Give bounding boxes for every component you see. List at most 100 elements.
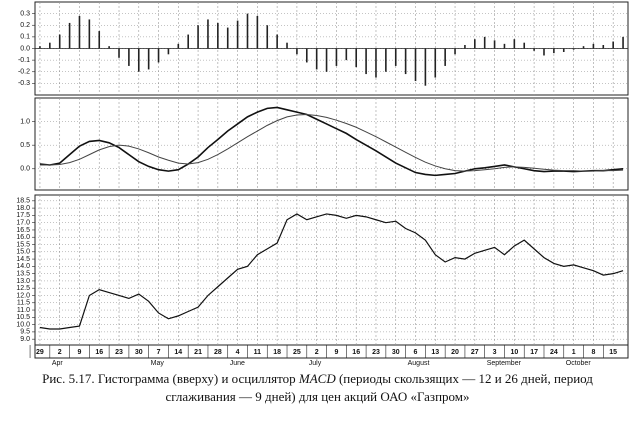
bar <box>157 48 160 63</box>
month-label: August <box>408 360 430 367</box>
x-tick-label: 15 <box>609 349 617 356</box>
month-label: May <box>151 360 165 367</box>
bar <box>444 48 446 66</box>
bar <box>217 22 219 49</box>
x-tick-label: 17 <box>530 349 538 356</box>
y-tick-label: 9.0 <box>20 336 30 343</box>
caption-line: Рис. 5.17. Гистограмма (вверху) и осцилл… <box>0 370 635 388</box>
bar <box>315 48 318 70</box>
bar <box>147 48 150 70</box>
y-tick-label: 0.0 <box>20 166 30 173</box>
y-tick-label: 9.5 <box>20 329 30 336</box>
bar <box>582 46 585 49</box>
y-tick-label: 18.5 <box>16 198 30 205</box>
x-tick-label: 25 <box>293 349 301 356</box>
y-tick-label: 15.5 <box>16 241 30 248</box>
bar <box>454 48 456 55</box>
bar <box>602 45 605 49</box>
data-line <box>39 213 624 330</box>
x-tick-label: 30 <box>392 349 400 356</box>
month-label: Apr <box>52 360 64 367</box>
bar <box>365 48 367 75</box>
bar <box>464 45 466 49</box>
y-tick-label: 10.0 <box>16 321 30 328</box>
bar <box>592 43 595 49</box>
bar <box>128 48 130 66</box>
bar <box>256 15 259 49</box>
y-tick-label: -0.3 <box>18 80 30 87</box>
x-tick-label: 14 <box>174 349 182 356</box>
bar <box>88 19 91 49</box>
bar <box>49 42 51 49</box>
y-tick-label: -0.2 <box>18 69 30 76</box>
x-tick-label: 23 <box>372 349 380 356</box>
bar <box>58 34 61 49</box>
bar <box>246 13 249 49</box>
x-tick-label: 27 <box>471 349 479 356</box>
bar <box>622 36 624 49</box>
x-tick-label: 21 <box>194 349 202 356</box>
x-tick-label: 3 <box>493 349 497 356</box>
x-tick-label: 2 <box>315 349 319 356</box>
x-tick-label: 18 <box>273 349 281 356</box>
bar <box>177 43 180 49</box>
x-tick-label: 28 <box>214 349 222 356</box>
bar <box>543 48 545 56</box>
bar <box>513 39 516 49</box>
x-tick-label: 9 <box>78 349 82 356</box>
x-tick-label: 11 <box>254 349 262 356</box>
y-tick-label: -0.1 <box>18 57 30 64</box>
bar <box>493 40 496 49</box>
bar <box>424 48 427 86</box>
panel-frame <box>34 194 629 346</box>
bar <box>553 48 555 54</box>
bar <box>572 48 575 50</box>
bar <box>276 34 278 49</box>
month-label: June <box>230 360 245 367</box>
y-tick-label: 15.0 <box>16 249 30 256</box>
y-tick-label: 12.5 <box>16 285 30 292</box>
caption-text: (периоды скользящих — 12 и 26 дней, пери… <box>335 371 593 386</box>
bar <box>68 22 71 49</box>
bar <box>533 48 535 51</box>
caption-line: сглаживания — 9 дней) для цен акций ОАО … <box>165 389 470 404</box>
bar <box>236 20 239 49</box>
y-tick-label: 13.0 <box>16 278 30 285</box>
x-tick-label: 16 <box>352 349 360 356</box>
x-tick-label: 7 <box>157 349 161 356</box>
bar <box>523 42 526 49</box>
bar <box>167 48 170 55</box>
x-tick-label: 24 <box>550 349 558 356</box>
x-tick-label: 29 <box>36 349 44 356</box>
data-line <box>39 114 624 172</box>
x-tick-label: 30 <box>135 349 143 356</box>
bar <box>118 48 120 58</box>
y-tick-label: 10.5 <box>16 314 30 321</box>
month-label: September <box>487 360 522 367</box>
y-tick-label: 18.0 <box>16 205 30 212</box>
bar <box>197 25 199 49</box>
bar <box>394 48 397 66</box>
bar <box>137 48 140 72</box>
bar <box>503 43 506 49</box>
data-line <box>39 106 624 177</box>
y-tick-label: 13.5 <box>16 270 30 277</box>
x-tick-label: 13 <box>431 349 439 356</box>
y-tick-label: 16.5 <box>16 227 30 234</box>
bar <box>355 48 358 68</box>
caption-text: MACD <box>298 371 336 386</box>
bar <box>483 36 486 49</box>
y-tick-label: 1.0 <box>20 118 30 125</box>
bar <box>612 41 614 49</box>
y-tick-label: 0.2 <box>20 22 30 29</box>
y-tick-label: 16.0 <box>16 234 30 241</box>
bar <box>375 48 377 78</box>
bar <box>187 34 189 49</box>
bar <box>562 48 565 52</box>
x-tick-label: 16 <box>95 349 103 356</box>
y-tick-label: 11.5 <box>17 300 30 307</box>
bar <box>39 46 41 49</box>
bar <box>226 27 229 49</box>
x-tick-label: 4 <box>236 349 240 356</box>
caption-text: Рис. 5.17. Гистограмма (вверху) и осцилл… <box>42 371 299 386</box>
